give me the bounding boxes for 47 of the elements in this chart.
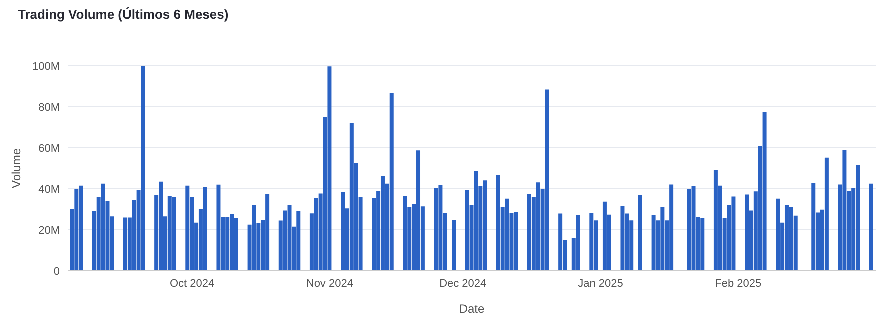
bar bbox=[652, 215, 656, 271]
y-tick-label: 0 bbox=[54, 266, 60, 278]
bar bbox=[252, 205, 256, 271]
bar bbox=[216, 184, 221, 271]
bar bbox=[341, 192, 346, 271]
bar bbox=[172, 197, 176, 271]
bar bbox=[824, 158, 829, 271]
bar bbox=[288, 205, 292, 271]
bar bbox=[692, 186, 696, 271]
y-tick-label: 20M bbox=[38, 224, 60, 237]
bar bbox=[545, 90, 550, 271]
bar bbox=[869, 184, 874, 271]
bar bbox=[638, 195, 642, 271]
y-axis-title: Volume bbox=[9, 148, 24, 189]
y-tick-label: 100M bbox=[32, 60, 60, 73]
x-tick-label: Nov 2024 bbox=[306, 278, 354, 290]
bar bbox=[762, 112, 767, 271]
bar bbox=[842, 150, 847, 271]
y-tick-label: 60M bbox=[38, 142, 60, 155]
y-tick-label: 80M bbox=[38, 102, 60, 114]
x-tick-label: Dec 2024 bbox=[440, 278, 487, 290]
bar bbox=[474, 170, 478, 271]
x-tick-label: Oct 2024 bbox=[170, 278, 215, 290]
bar bbox=[403, 196, 408, 271]
bar bbox=[505, 198, 510, 271]
bar bbox=[620, 206, 625, 271]
bar bbox=[776, 198, 780, 271]
bar bbox=[434, 188, 438, 271]
bar bbox=[141, 66, 146, 271]
x-tick-label: Feb 2025 bbox=[715, 278, 762, 290]
bar bbox=[390, 93, 394, 271]
x-tick-label: Jan 2025 bbox=[578, 278, 624, 290]
x-axis-title: Date bbox=[459, 302, 485, 316]
bar bbox=[745, 194, 750, 271]
bar bbox=[101, 184, 106, 271]
bar bbox=[203, 186, 208, 271]
bar bbox=[452, 220, 456, 271]
chart-title: Trading Volume (Últimos 6 Meses) bbox=[17, 7, 230, 24]
bar bbox=[576, 215, 580, 271]
bar bbox=[558, 214, 563, 271]
y-tick-label: 40M bbox=[38, 184, 60, 196]
bar bbox=[812, 183, 816, 271]
bar bbox=[732, 196, 736, 271]
bar bbox=[590, 213, 594, 271]
bar bbox=[438, 186, 443, 271]
bar bbox=[186, 186, 190, 271]
bar bbox=[328, 66, 332, 271]
